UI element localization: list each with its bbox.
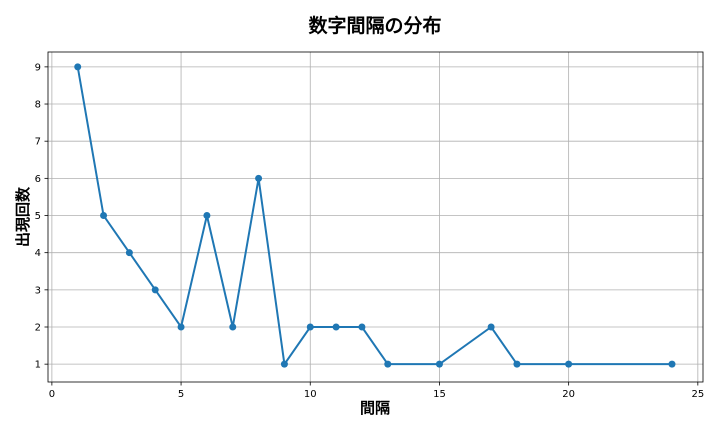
x-axis-label: 間隔 xyxy=(360,399,390,417)
data-point xyxy=(74,63,82,71)
data-point xyxy=(100,212,108,220)
y-tick-label: 3 xyxy=(35,285,41,296)
y-tick-label: 6 xyxy=(35,174,41,185)
data-point xyxy=(125,249,133,257)
x-tick-label: 0 xyxy=(49,389,55,400)
x-tick-label: 15 xyxy=(433,389,446,400)
y-tick-label: 9 xyxy=(35,62,41,73)
y-tick-label: 7 xyxy=(35,137,41,148)
series xyxy=(74,63,676,368)
data-point xyxy=(358,323,366,331)
data-point xyxy=(384,360,392,368)
x-tick-label: 20 xyxy=(562,389,575,400)
data-point xyxy=(280,360,288,368)
x-tick-label: 10 xyxy=(304,389,317,400)
data-point xyxy=(513,360,521,368)
data-point xyxy=(668,360,676,368)
plot-area xyxy=(47,51,704,383)
data-point xyxy=(487,323,495,331)
data-point xyxy=(435,360,443,368)
data-point xyxy=(565,360,573,368)
data-point xyxy=(177,323,185,331)
data-point xyxy=(255,174,263,182)
y-tick-label: 8 xyxy=(35,100,41,111)
y-axis-label: 出現回数 xyxy=(14,186,32,247)
x-tick-label: 25 xyxy=(691,389,704,400)
y-axis: 1 2 3 4 5 6 7 8 9 xyxy=(35,62,48,371)
grid xyxy=(48,52,703,382)
y-tick-label: 2 xyxy=(35,323,41,334)
y-tick-label: 1 xyxy=(35,360,41,371)
data-point xyxy=(332,323,340,331)
data-point xyxy=(151,286,159,294)
x-tick-label: 5 xyxy=(178,389,184,400)
data-point xyxy=(229,323,237,331)
series-line xyxy=(76,66,672,367)
x-axis: 0 5 10 15 20 25 xyxy=(49,382,704,400)
y-tick-label: 5 xyxy=(35,211,41,222)
data-point xyxy=(306,323,314,331)
data-point xyxy=(203,212,211,220)
chart-title: 数字間隔の分布 xyxy=(308,14,441,37)
y-tick-label: 4 xyxy=(35,248,41,259)
